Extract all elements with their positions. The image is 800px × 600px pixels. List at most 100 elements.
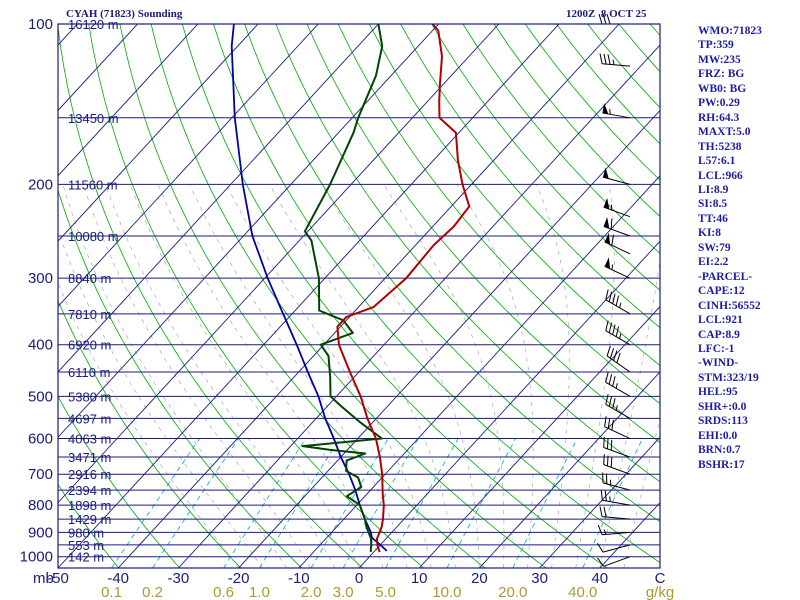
parcel-trace bbox=[230, 24, 388, 552]
height-label: 1429 m bbox=[68, 512, 111, 527]
index-item: SHR+:0.0 bbox=[698, 400, 747, 413]
dry-adiabat bbox=[275, 24, 660, 483]
skewt-traces bbox=[230, 24, 471, 553]
barb-staff bbox=[603, 225, 631, 237]
index-item: PW:0.29 bbox=[698, 97, 740, 110]
barb-flag bbox=[606, 455, 609, 467]
barb-flag bbox=[603, 454, 605, 465]
barb-half-flag bbox=[612, 59, 615, 65]
barb-flag bbox=[609, 348, 615, 359]
index-item: RH:64.3 bbox=[698, 111, 740, 124]
mixing-ratio-line bbox=[512, 438, 578, 568]
dry-adiabat bbox=[58, 188, 303, 568]
barb-flag bbox=[604, 490, 607, 501]
pressure-tick-label: 500 bbox=[28, 388, 53, 405]
moist-adiabat bbox=[383, 184, 505, 568]
height-label: 5380 m bbox=[68, 389, 111, 404]
wind-barb bbox=[603, 437, 631, 458]
barb-flag bbox=[599, 506, 603, 517]
moist-adiabat bbox=[82, 184, 312, 568]
temperature-tick-label: -40 bbox=[107, 570, 129, 587]
barb-flag bbox=[610, 218, 613, 230]
isotherm bbox=[58, 24, 199, 177]
barb-staff bbox=[602, 531, 631, 536]
temperature-trace bbox=[336, 24, 471, 553]
barb-flag bbox=[597, 557, 605, 567]
barb-flag bbox=[616, 352, 621, 363]
barb-staff bbox=[604, 241, 631, 255]
barb-pennant bbox=[603, 217, 610, 229]
barb-pennant bbox=[604, 232, 611, 245]
barb-flag bbox=[611, 419, 614, 431]
plot-frame bbox=[57, 23, 661, 569]
index-item: LCL:966 bbox=[698, 169, 743, 182]
temperature-tick-label: 0 bbox=[355, 570, 363, 587]
temperature-tick-label: 30 bbox=[531, 570, 548, 587]
height-label: 142 m bbox=[68, 550, 104, 565]
index-item: CAPE:12 bbox=[698, 285, 745, 298]
index-item: SRDS:113 bbox=[698, 415, 748, 428]
wind-barb bbox=[600, 489, 631, 506]
dry-adiabat bbox=[58, 24, 364, 568]
barb-staff bbox=[606, 355, 631, 373]
barb-flag bbox=[612, 293, 616, 304]
isotherm bbox=[479, 371, 660, 568]
moist-adiabat bbox=[225, 184, 432, 568]
temperature-tick-label: 20 bbox=[471, 570, 488, 587]
barb-half-flag bbox=[615, 405, 618, 411]
barb-flag bbox=[608, 396, 613, 407]
wind-barb bbox=[604, 416, 631, 439]
isotherm bbox=[58, 24, 500, 504]
wind-barb bbox=[603, 217, 631, 237]
wind-barb bbox=[605, 372, 631, 397]
wind-barb bbox=[603, 197, 631, 218]
barb-pennant bbox=[602, 167, 609, 179]
index-item: -PARCEL- bbox=[698, 270, 753, 283]
index-item: EI:2.2 bbox=[698, 256, 729, 269]
height-label: 16120 m bbox=[68, 17, 119, 32]
barb-flag bbox=[612, 376, 616, 387]
index-item: SI:8.5 bbox=[698, 198, 728, 211]
height-label: 11560 m bbox=[68, 177, 118, 192]
barb-flag bbox=[606, 13, 611, 25]
station-title: CYAH (71823) Sounding bbox=[66, 8, 183, 20]
mixing-ratio-line bbox=[342, 438, 419, 568]
barb-flag bbox=[599, 53, 603, 64]
height-label: 8840 m bbox=[68, 271, 111, 286]
barb-staff bbox=[603, 464, 631, 475]
height-label: 6920 m bbox=[68, 338, 111, 353]
barb-staff bbox=[603, 206, 631, 218]
wind-barb bbox=[597, 556, 631, 567]
dry-adiabat bbox=[181, 24, 608, 568]
barb-half-flag bbox=[615, 383, 618, 389]
wind-barb bbox=[599, 53, 631, 67]
moist-adiabat bbox=[535, 184, 570, 568]
pressure-tick-label: 600 bbox=[28, 431, 53, 448]
wind-barbs bbox=[597, 13, 631, 567]
stability-indices-panel: WMO:71823 TP:359 MW:235 FRZ: BG WB0: BG PW:0.… bbox=[698, 24, 798, 472]
dry-adiabat bbox=[58, 395, 181, 568]
moist-adiabat bbox=[599, 258, 660, 568]
temperature-tick-label: C bbox=[655, 570, 666, 587]
index-item: LCL:921 bbox=[698, 314, 743, 327]
barb-flag bbox=[602, 13, 607, 25]
temperature-tick-label: -10 bbox=[288, 570, 310, 587]
barb-staff bbox=[602, 63, 631, 67]
moist-adiabat bbox=[575, 184, 615, 568]
height-label: 7810 m bbox=[68, 307, 111, 322]
barb-staff bbox=[605, 299, 631, 315]
dry-adiabat bbox=[337, 24, 660, 405]
mixing-ratio-label: 5.0 bbox=[375, 584, 396, 600]
isotherm bbox=[58, 24, 319, 308]
index-item: SW:79 bbox=[698, 241, 731, 254]
barb-flag bbox=[615, 295, 620, 306]
barb-staff bbox=[602, 516, 631, 520]
wind-barb bbox=[599, 506, 631, 520]
temperature-tick-label: -30 bbox=[168, 570, 190, 587]
wind-barb bbox=[605, 320, 631, 346]
barb-flag bbox=[606, 345, 611, 357]
mixing-ratio-label: 0.6 bbox=[213, 584, 234, 600]
wind-barb bbox=[602, 167, 631, 185]
barb-staff bbox=[603, 447, 631, 458]
isotherm bbox=[418, 305, 660, 568]
